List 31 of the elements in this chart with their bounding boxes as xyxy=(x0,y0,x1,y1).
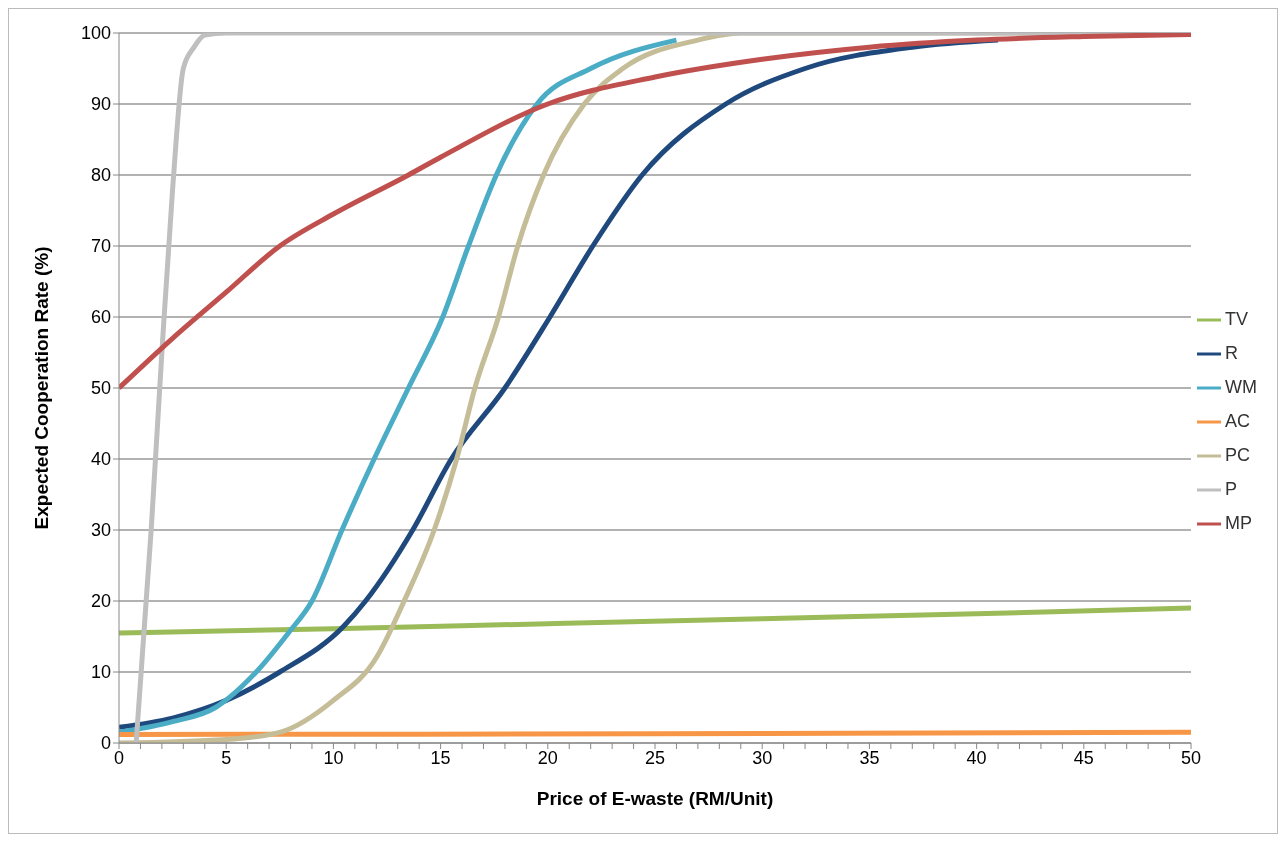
y-tick-label: 10 xyxy=(90,662,111,683)
x-tick-label: 50 xyxy=(1181,747,1202,768)
x-tick-label: 40 xyxy=(966,747,987,768)
y-axis-title: Expected Cooperation Rate (%) xyxy=(30,246,52,530)
x-tick-label: 45 xyxy=(1073,747,1094,768)
x-tick-label: 25 xyxy=(644,747,666,768)
x-tick-label: 20 xyxy=(537,747,558,768)
legend-label: PC xyxy=(1225,445,1251,465)
legend-label: R xyxy=(1225,343,1239,363)
y-tick-label: 100 xyxy=(80,23,111,44)
y-tick-label: 40 xyxy=(90,449,111,470)
legend-label: WM xyxy=(1225,377,1257,397)
x-axis-title: Price of E-waste (RM/Unit) xyxy=(536,788,774,809)
y-tick-label: 90 xyxy=(90,94,111,115)
legend-label: AC xyxy=(1225,411,1251,431)
y-tick-label: 20 xyxy=(90,591,111,612)
y-tick-label: 30 xyxy=(90,520,111,541)
y-tick-label: 60 xyxy=(90,307,111,328)
y-tick-label: 50 xyxy=(90,378,111,399)
y-tick-label: 70 xyxy=(90,236,111,257)
y-tick-label: 0 xyxy=(100,733,111,754)
x-tick-label: 10 xyxy=(323,747,344,768)
legend-label: MP xyxy=(1225,513,1253,533)
x-tick-label: 0 xyxy=(113,747,125,768)
legend-label: TV xyxy=(1225,309,1249,329)
legend-label: P xyxy=(1225,479,1238,499)
x-tick-label: 5 xyxy=(221,747,232,768)
x-tick-label: 30 xyxy=(752,747,773,768)
x-tick-label: 35 xyxy=(859,747,880,768)
x-tick-label: 15 xyxy=(430,747,451,768)
y-tick-label: 80 xyxy=(90,165,111,186)
